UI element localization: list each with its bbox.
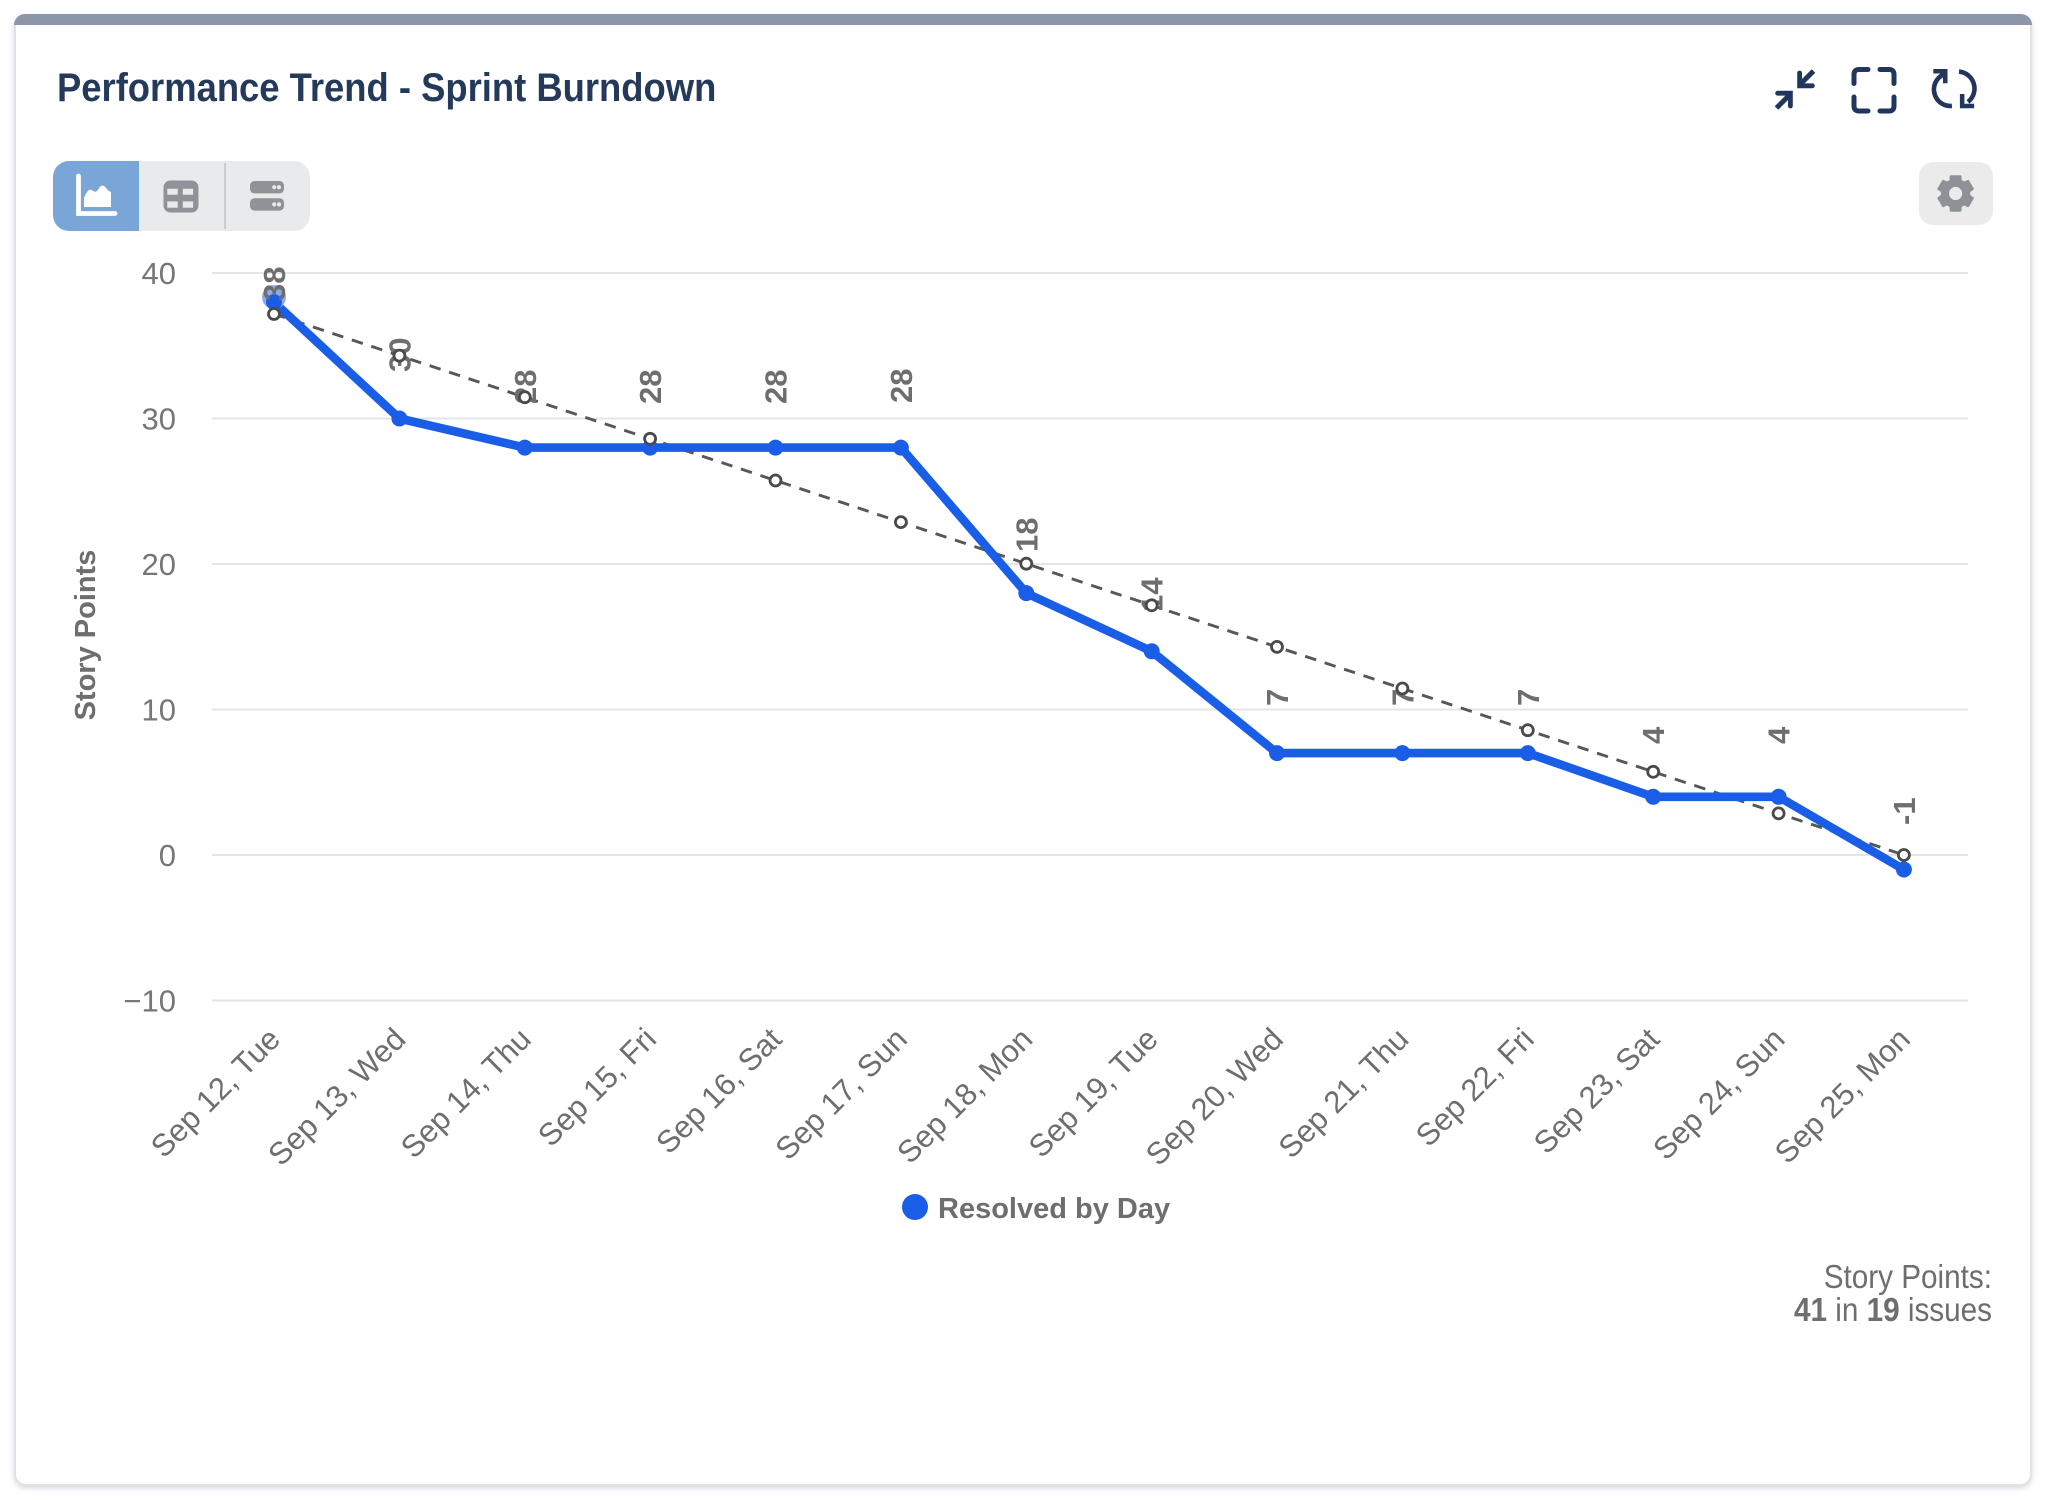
svg-text:Sep 22, Fri: Sep 22, Fri xyxy=(1409,1021,1541,1153)
svg-text:Sep 23, Sat: Sep 23, Sat xyxy=(1527,1021,1667,1161)
svg-text:4: 4 xyxy=(1762,726,1797,744)
svg-text:Sep 25, Mon: Sep 25, Mon xyxy=(1768,1021,1917,1170)
svg-text:28: 28 xyxy=(759,370,794,404)
svg-text:Story Points:: Story Points: xyxy=(1824,1259,1992,1296)
svg-text:Story Points: Story Points xyxy=(70,550,102,721)
svg-text:20: 20 xyxy=(142,547,176,582)
svg-text:10: 10 xyxy=(142,693,176,728)
svg-text:-1: -1 xyxy=(1887,797,1922,825)
svg-text:7: 7 xyxy=(1511,689,1546,706)
svg-text:Sep 16, Sat: Sep 16, Sat xyxy=(649,1021,789,1161)
svg-text:38: 38 xyxy=(257,267,292,301)
svg-text:28: 28 xyxy=(884,369,919,403)
svg-text:Sep 15, Fri: Sep 15, Fri xyxy=(531,1021,663,1153)
svg-text:−10: −10 xyxy=(123,984,176,1019)
svg-text:7: 7 xyxy=(1385,689,1420,706)
svg-text:Sep 14, Thu: Sep 14, Thu xyxy=(394,1021,538,1165)
svg-text:28: 28 xyxy=(633,370,668,404)
svg-text:Sep 18, Mon: Sep 18, Mon xyxy=(890,1021,1039,1170)
svg-text:0: 0 xyxy=(159,838,176,873)
svg-text:7: 7 xyxy=(1260,689,1295,706)
svg-text:18: 18 xyxy=(1009,518,1044,552)
svg-text:Sep 21, Thu: Sep 21, Thu xyxy=(1272,1021,1416,1165)
svg-text:Resolved by Day: Resolved by Day xyxy=(938,1193,1170,1225)
svg-text:30: 30 xyxy=(142,402,176,437)
svg-text:41 in 19 issues: 41 in 19 issues xyxy=(1794,1292,1992,1329)
svg-text:40: 40 xyxy=(142,256,176,291)
svg-text:4: 4 xyxy=(1636,726,1671,744)
